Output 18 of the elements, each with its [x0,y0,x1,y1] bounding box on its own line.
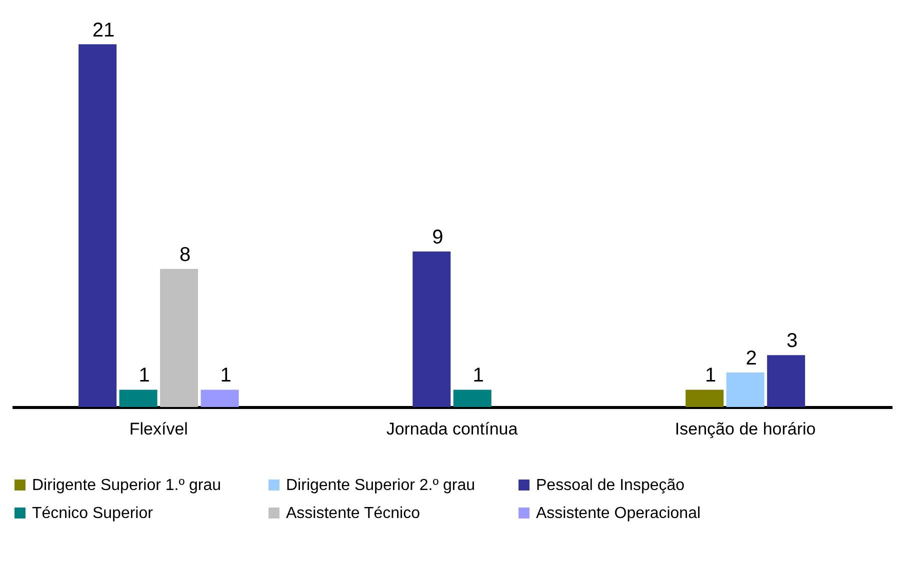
legend-label: Dirigente Superior 2.º grau [286,477,476,494]
data-label: 1 [138,364,150,387]
data-label: 9 [432,226,444,249]
data-label: 21 [92,19,115,42]
data-label: 3 [786,330,798,352]
x-tick-label: Flexível [129,420,188,438]
legend-label: Pessoal de Inspeção [536,477,685,494]
legend-label: Técnico Superior [32,505,154,522]
legend-label: Assistente Técnico [286,505,420,522]
data-label: 2 [746,347,757,370]
data-label: 1 [220,364,232,387]
data-label: 1 [472,364,484,387]
data-label: 8 [179,244,191,266]
x-tick-label: Jornada contínua [386,420,518,438]
legend-label: Dirigente Superior 1.º grau [32,477,222,494]
legend-label: Assistente Operacional [536,505,701,522]
x-tick-label: Isenção de horário [674,420,816,438]
data-label: 1 [705,364,716,387]
